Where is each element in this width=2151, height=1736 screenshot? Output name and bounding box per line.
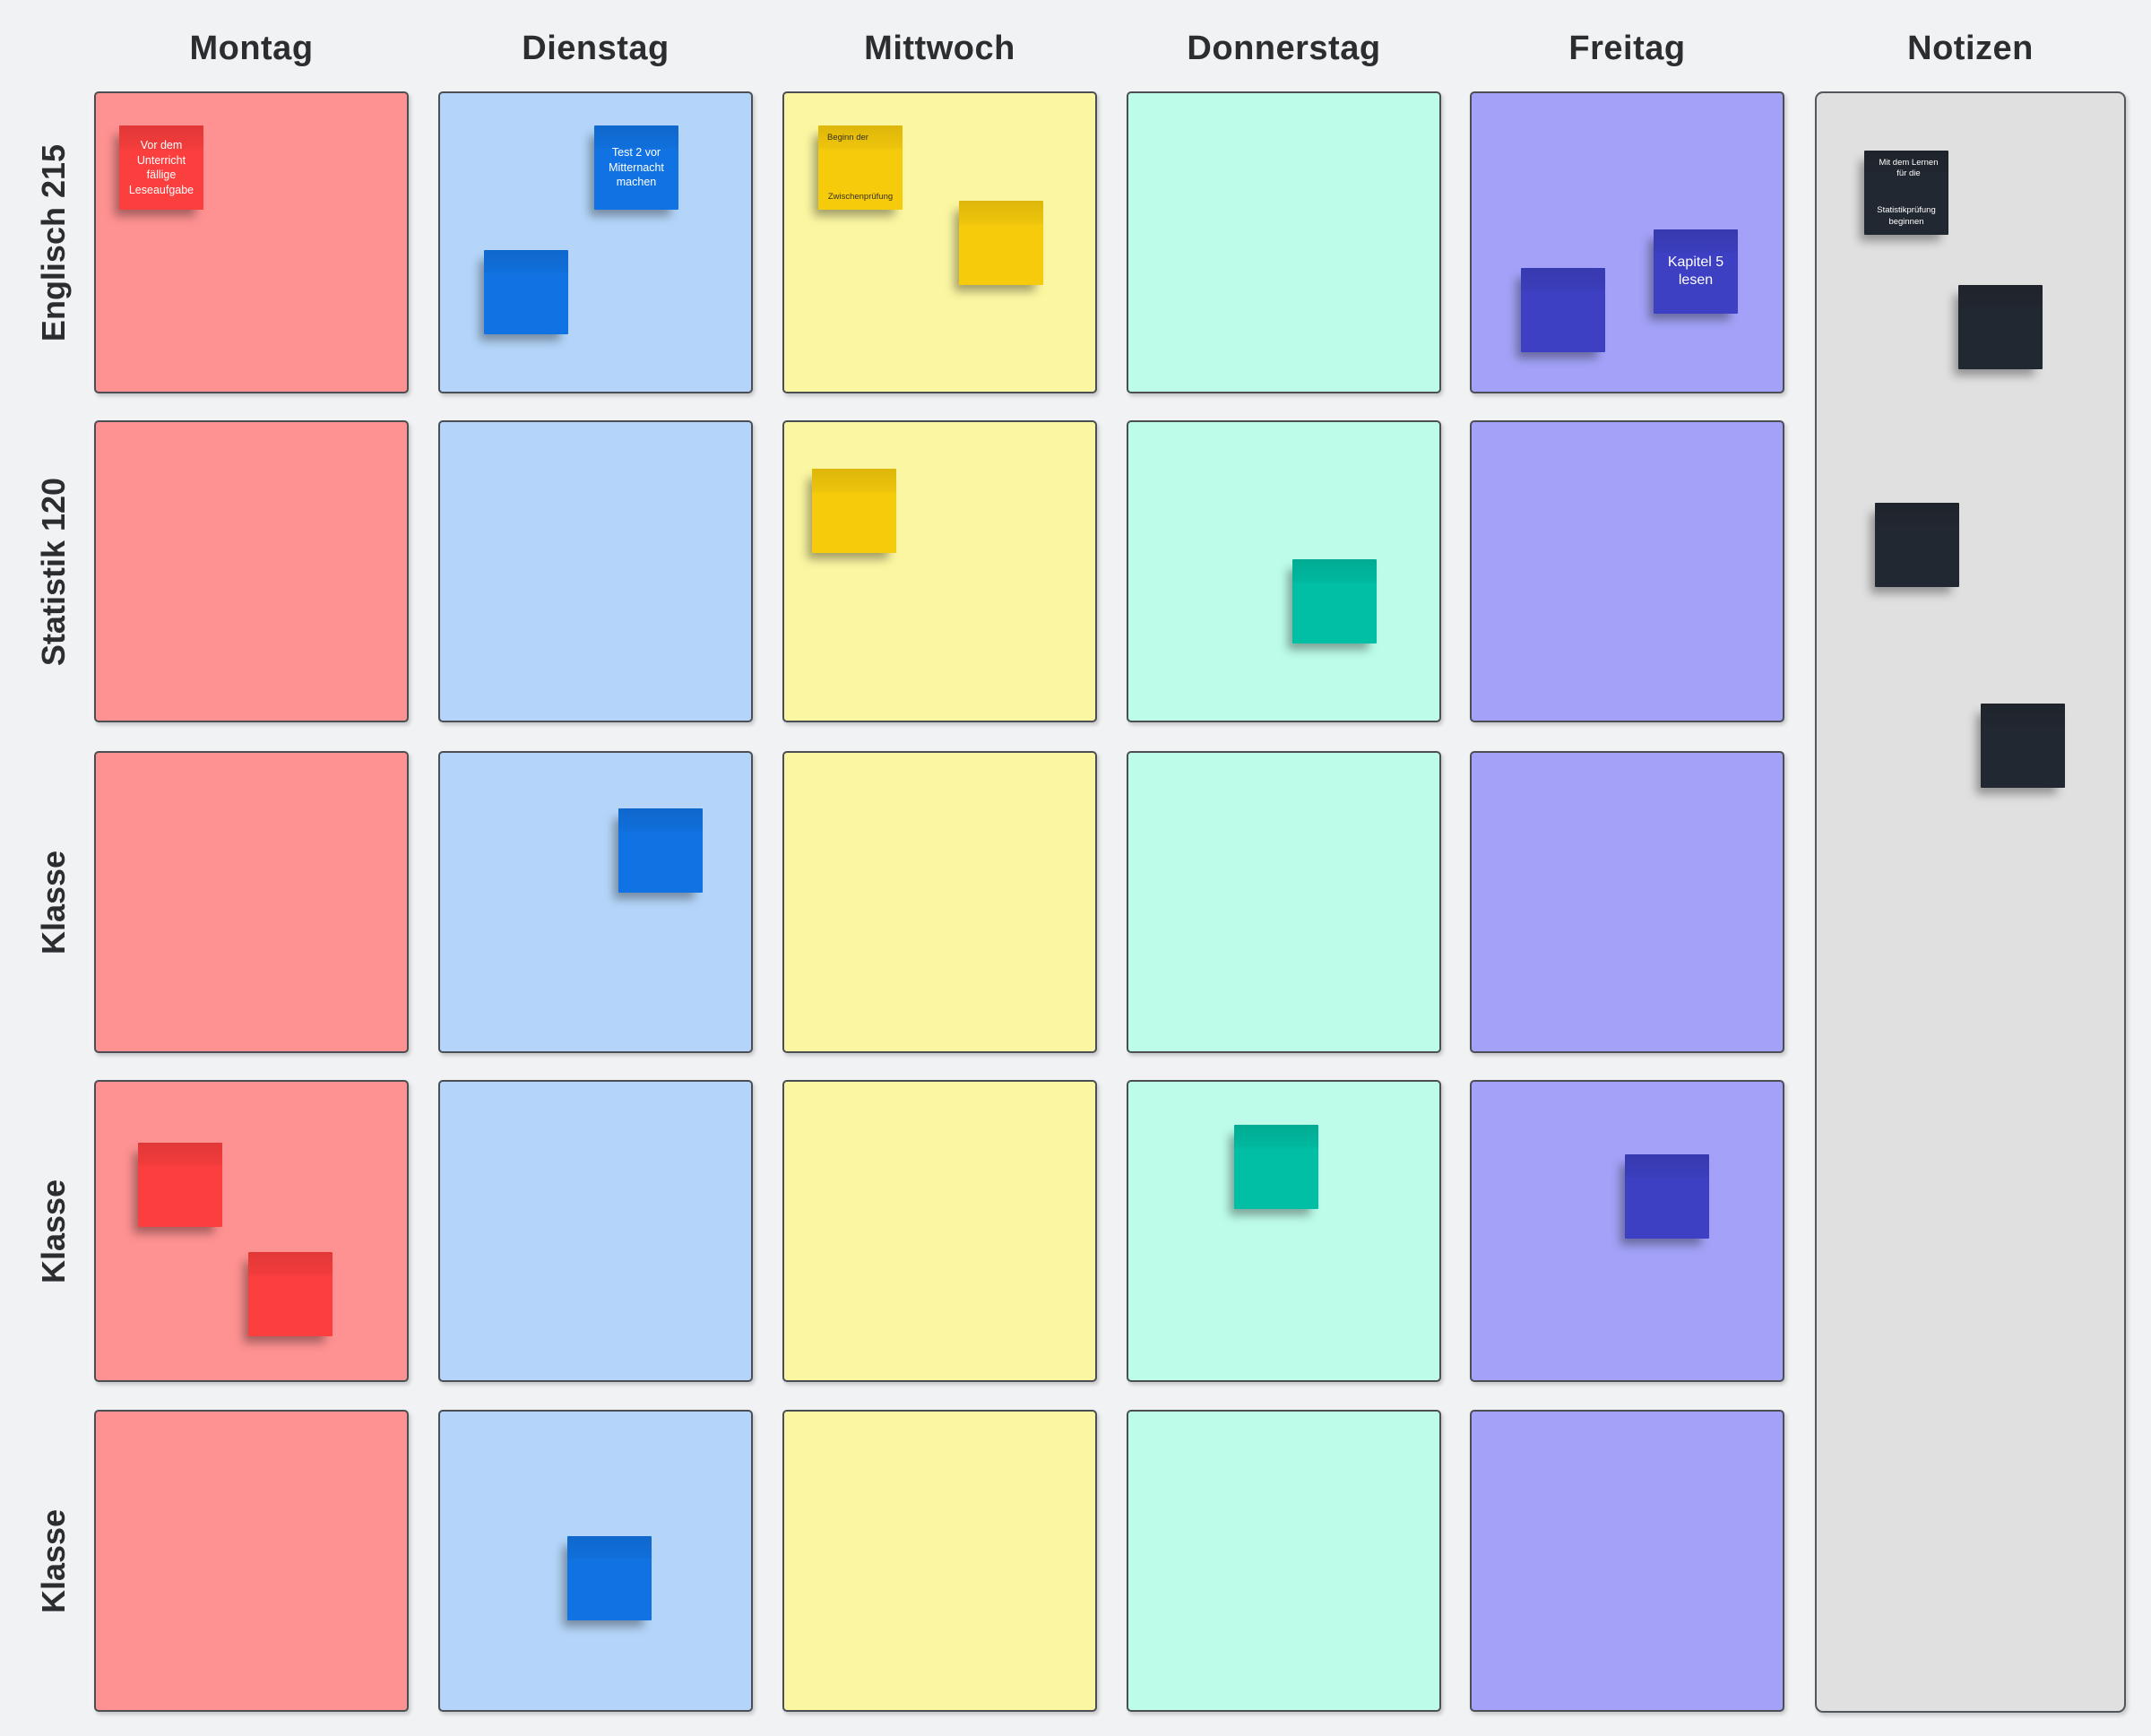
sticky-note[interactable] <box>1521 268 1605 352</box>
cell-donnerstag-row5[interactable] <box>1127 1410 1441 1712</box>
sticky-note[interactable] <box>484 250 568 334</box>
sticky-note-study-statistics[interactable]: Mit dem Lernen für die Statistikprüfung b… <box>1864 151 1948 235</box>
sticky-note-text: Mit dem Lernen für die Statistikprüfung b… <box>1864 151 1948 235</box>
row-label-klasse-3: Klasse <box>35 1179 72 1283</box>
column-header-dienstag: Dienstag <box>522 29 669 67</box>
sticky-note[interactable] <box>618 808 703 893</box>
cell-donnerstag-row2[interactable] <box>1127 420 1441 722</box>
sticky-note[interactable] <box>1292 559 1377 643</box>
sticky-note[interactable] <box>567 1536 652 1620</box>
sticky-note[interactable] <box>1234 1125 1318 1209</box>
sticky-note[interactable] <box>138 1143 222 1227</box>
cell-montag-row2[interactable] <box>94 420 409 722</box>
sticky-note-test-2[interactable]: Test 2 vor Mitternacht machen <box>594 125 678 210</box>
sticky-note-text: Kapitel 5 lesen <box>1667 255 1724 288</box>
cell-freitag-row2[interactable] <box>1470 420 1784 722</box>
cell-mittwoch-row2[interactable] <box>782 420 1097 722</box>
sticky-note-midterm-start[interactable]: Beginn der Zwischenprüfung <box>818 125 903 210</box>
sticky-note[interactable] <box>1625 1154 1709 1239</box>
cell-dienstag-row4[interactable] <box>438 1080 753 1382</box>
column-header-donnerstag: Donnerstag <box>1187 29 1381 67</box>
sticky-note-text-top: Mit dem Lernen für die <box>1879 158 1939 179</box>
column-header-notizen: Notizen <box>1907 29 2034 67</box>
sticky-note[interactable] <box>248 1252 333 1336</box>
sticky-note[interactable] <box>1958 285 2043 369</box>
cell-freitag-row4[interactable] <box>1470 1080 1784 1382</box>
sticky-note-read-chapter-5[interactable]: Kapitel 5 lesen <box>1654 229 1738 314</box>
row-label-englisch-215-0: Englisch 215 <box>35 143 72 341</box>
sticky-note[interactable] <box>812 469 896 553</box>
cell-freitag-row3[interactable] <box>1470 751 1784 1053</box>
cell-mittwoch-row4[interactable] <box>782 1080 1097 1382</box>
row-label-statistik-120-1: Statistik 120 <box>35 477 72 666</box>
sticky-note-text-bottom: Zwischenprüfung <box>827 191 894 202</box>
cell-dienstag-row3[interactable] <box>438 751 753 1053</box>
cell-dienstag-row2[interactable] <box>438 420 753 722</box>
row-label-klasse-2: Klasse <box>35 850 72 954</box>
row-label-klasse-4: Klasse <box>35 1508 72 1613</box>
cell-donnerstag-row1[interactable] <box>1127 91 1441 393</box>
sticky-note[interactable] <box>1981 704 2065 788</box>
cell-montag-row3[interactable] <box>94 751 409 1053</box>
sticky-note[interactable] <box>1875 503 1959 587</box>
cell-mittwoch-row5[interactable] <box>782 1410 1097 1712</box>
cell-montag-row4[interactable] <box>94 1080 409 1382</box>
sticky-note-text: Beginn der Zwischenprüfung <box>818 125 903 210</box>
cell-donnerstag-row3[interactable] <box>1127 751 1441 1053</box>
column-header-mittwoch: Mittwoch <box>864 29 1015 67</box>
sticky-note-reading-assignment[interactable]: Vor dem Unterricht fällige Leseaufgabe <box>119 125 203 210</box>
sticky-note-text: Vor dem Unterricht fällige Leseaufgabe <box>128 139 194 196</box>
cell-mittwoch-row3[interactable] <box>782 751 1097 1053</box>
sticky-note[interactable] <box>959 201 1043 285</box>
cell-freitag-row5[interactable] <box>1470 1410 1784 1712</box>
sticky-note-text-bottom: Statistikprüfung beginnen <box>1877 205 1936 227</box>
column-header-montag: Montag <box>189 29 314 67</box>
sticky-note-text: Test 2 vor Mitternacht machen <box>609 146 664 189</box>
column-header-freitag: Freitag <box>1568 29 1686 67</box>
cell-montag-row5[interactable] <box>94 1410 409 1712</box>
sticky-note-text-top: Beginn der <box>827 133 868 143</box>
